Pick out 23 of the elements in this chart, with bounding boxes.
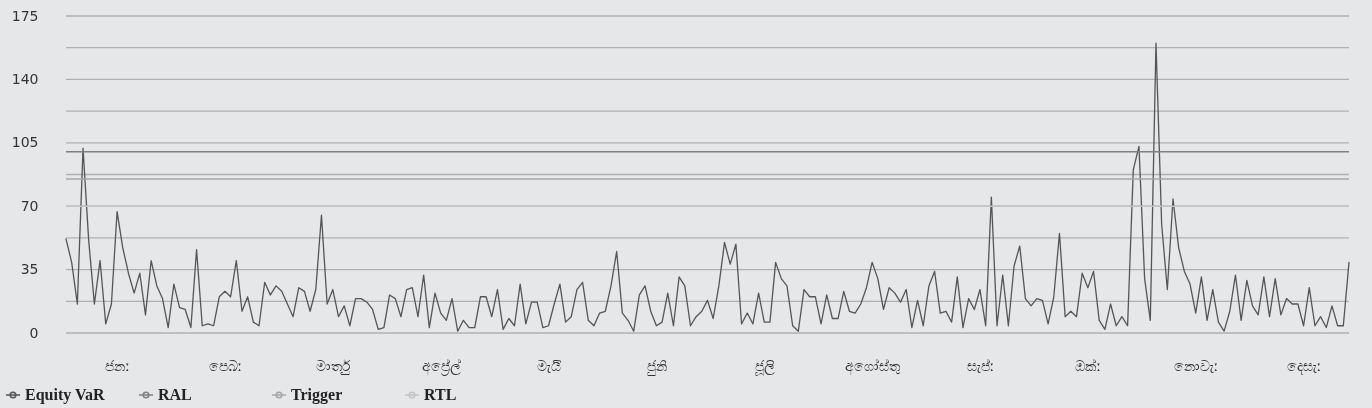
legend-label: Equity VaR	[25, 386, 106, 404]
y-tick-label: 70	[20, 197, 39, 214]
legend-label: Trigger	[291, 386, 343, 404]
y-tick-label: 35	[20, 261, 39, 278]
x-tick-label: මැයි	[537, 357, 563, 374]
legend-label: RTL	[424, 386, 457, 403]
x-tick-label: ඔක්ː	[1075, 357, 1102, 374]
legend-label: RAL	[158, 386, 192, 403]
x-tick-label: දෙසැː	[1286, 357, 1322, 375]
x-tick-label: ජුනි	[646, 357, 667, 376]
x-tick-label: ජනː	[105, 357, 130, 374]
x-tick-label: පෙබː	[208, 357, 243, 374]
x-tick-label: නොවැː	[1173, 357, 1219, 374]
y-tick-label: 175	[11, 7, 39, 24]
y-tick-label: 140	[11, 70, 39, 87]
x-tick-label: මාර්තු	[316, 357, 352, 375]
x-tick-label: අගෝස්තු	[845, 357, 902, 376]
x-tick-label: සැප්ː	[966, 357, 995, 374]
x-tick-label: අප්‍රේල්	[421, 357, 461, 376]
line-series	[65, 42, 1350, 332]
y-tick-label: 0	[29, 324, 39, 341]
x-tick-label: ජූලි	[754, 357, 775, 376]
y-tick-label: 105	[11, 134, 39, 151]
